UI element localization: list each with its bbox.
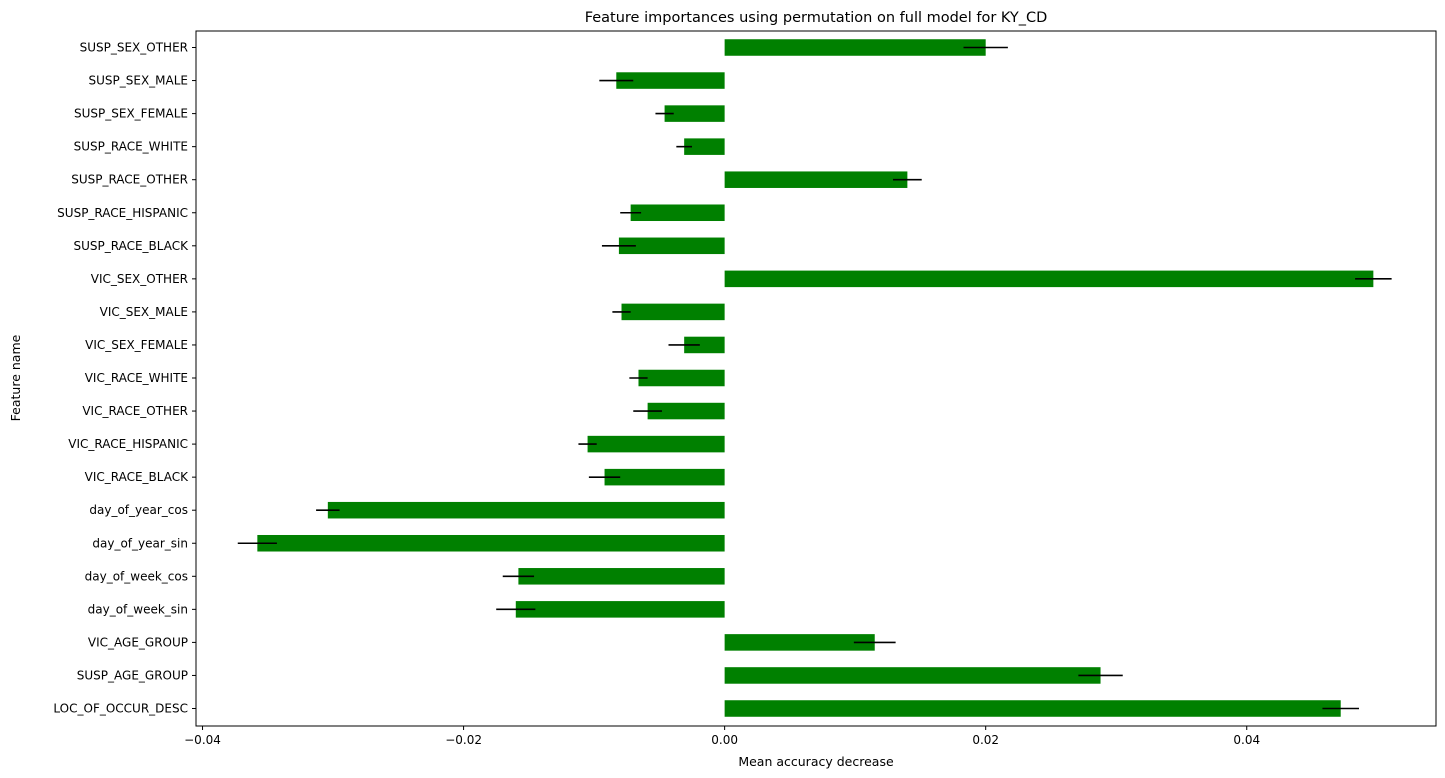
y-tick-label: SUSP_RACE_BLACK (73, 239, 189, 253)
y-tick-label: SUSP_RACE_HISPANIC (57, 206, 188, 220)
y-tick-label: SUSP_SEX_MALE (88, 74, 188, 88)
bar-VIC_RACE_BLACK (604, 468, 725, 486)
y-axis-label: Feature name (8, 334, 23, 421)
bar-day_of_week_cos (518, 568, 725, 585)
x-tick-label: −0.04 (184, 733, 221, 747)
bar-VIC_SEX_MALE (621, 303, 725, 321)
bar-LOC_OF_OCCUR_DESC (724, 700, 1341, 717)
y-tick-label: LOC_OF_OCCUR_DESC (53, 702, 188, 716)
error-bars-group (237, 46, 1392, 710)
bar-SUSP_AGE_GROUP (724, 667, 1101, 684)
bars-group (257, 39, 1374, 717)
bar-VIC_RACE_WHITE (638, 369, 725, 387)
bar-VIC_RACE_HISPANIC (587, 435, 725, 453)
bar-VIC_RACE_OTHER (647, 402, 725, 420)
y-tick-label: SUSP_SEX_FEMALE (74, 107, 188, 121)
bar-SUSP_RACE_OTHER (724, 171, 908, 188)
y-tick-label: SUSP_RACE_OTHER (71, 173, 188, 187)
x-tick-label: 0.02 (972, 733, 999, 747)
x-axis-label: Mean accuracy decrease (738, 754, 894, 769)
bar-SUSP_RACE_WHITE (684, 138, 725, 155)
y-tick-label: VIC_AGE_GROUP (88, 635, 188, 649)
bar-SUSP_RACE_BLACK (618, 237, 725, 255)
y-axis-ticks: SUSP_SEX_OTHER SUSP_SEX_MALE SUSP_SEX_FEMA… (53, 41, 196, 716)
y-tick-label: SUSP_RACE_WHITE (74, 140, 188, 154)
bar-day_of_week_sin (515, 601, 725, 618)
y-tick-label: SUSP_SEX_OTHER (80, 41, 188, 55)
y-tick-label: day_of_week_cos (85, 569, 188, 583)
chart-title: Feature importances using permutation on… (585, 10, 1048, 26)
bar-SUSP_SEX_OTHER (724, 39, 986, 56)
y-tick-label: VIC_RACE_HISPANIC (68, 437, 188, 451)
y-tick-label: VIC_RACE_WHITE (85, 371, 188, 385)
y-tick-label: day_of_year_sin (92, 536, 188, 550)
bar-day_of_year_sin (257, 534, 725, 552)
x-tick-label: 0.00 (711, 733, 738, 747)
x-axis-ticks: −0.04 −0.02 0.00 0.02 0.04 (184, 726, 1260, 747)
bar-SUSP_SEX_MALE (616, 72, 725, 89)
y-tick-label: day_of_year_cos (89, 503, 188, 517)
bar-SUSP_RACE_HISPANIC (630, 204, 725, 222)
plot-frame (195, 30, 1437, 727)
y-tick-label: day_of_week_sin (88, 602, 188, 616)
y-tick-label: VIC_RACE_OTHER (82, 404, 188, 418)
x-tick-label: −0.02 (445, 733, 482, 747)
bar-VIC_AGE_GROUP (724, 634, 875, 651)
y-tick-label: VIC_SEX_MALE (100, 305, 188, 319)
y-tick-label: SUSP_AGE_GROUP (77, 668, 188, 682)
bar-day_of_year_cos (327, 501, 725, 519)
bar-SUSP_SEX_FEMALE (664, 105, 725, 122)
y-tick-label: VIC_SEX_FEMALE (85, 338, 188, 352)
y-tick-label: VIC_SEX_OTHER (91, 272, 188, 286)
y-tick-label: VIC_RACE_BLACK (85, 470, 190, 484)
bar-VIC_SEX_OTHER (724, 270, 1374, 288)
bar-VIC_SEX_FEMALE (684, 336, 725, 354)
x-tick-label: 0.04 (1233, 733, 1260, 747)
